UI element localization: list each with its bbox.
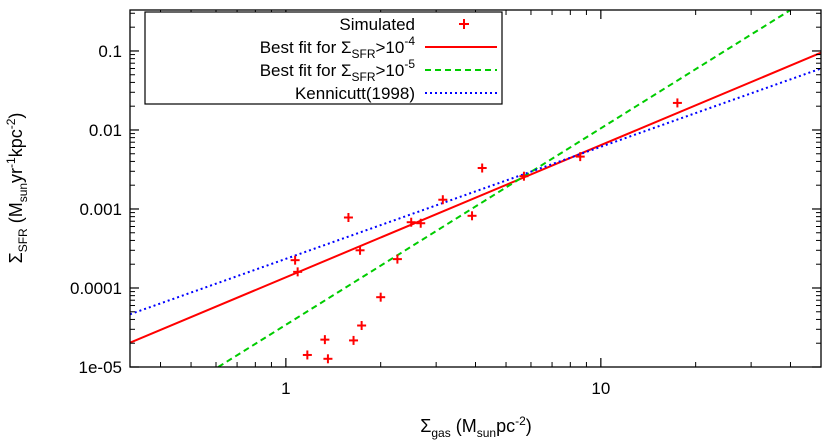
data-point <box>416 218 426 228</box>
legend-label-simulated: Simulated <box>339 15 415 34</box>
data-point <box>477 163 487 173</box>
data-point <box>323 354 333 364</box>
y-tick-label: 1e-05 <box>79 358 122 377</box>
y-tick-label: 0.001 <box>79 200 122 219</box>
legend: Simulated Best fit for ΣSFR>10-4 Best fi… <box>144 11 503 105</box>
series-line-3 <box>130 67 821 316</box>
data-point <box>406 217 416 227</box>
data-point <box>672 98 682 108</box>
y-axis-title: ΣSFR (Msunyr-1kpc-2) <box>4 113 30 264</box>
plot-layer <box>130 10 821 367</box>
data-point <box>355 245 365 255</box>
legend-label-best-fit-1e-5: Best fit for ΣSFR>10-5 <box>260 57 416 84</box>
y-tick-label: 0.1 <box>98 42 122 61</box>
data-point <box>357 321 367 331</box>
legend-label-kennicutt: Kennicutt(1998) <box>295 84 415 103</box>
data-point <box>467 211 477 221</box>
data-point <box>290 255 300 265</box>
x-tick-label: 10 <box>591 379 610 398</box>
data-point <box>302 350 312 360</box>
y-tick-label: 0.0001 <box>70 279 122 298</box>
legend-box <box>144 11 503 105</box>
data-point <box>376 292 386 302</box>
x-axis-title: Σgas (Msunpc-2) <box>420 414 532 440</box>
data-point <box>320 335 330 345</box>
legend-marker-simulated <box>459 19 469 29</box>
data-point <box>438 195 448 205</box>
data-point <box>343 213 353 223</box>
data-point <box>392 254 402 264</box>
series-line-1 <box>130 51 821 344</box>
data-point <box>349 335 359 345</box>
legend-label-best-fit-1e-4: Best fit for ΣSFR>10-4 <box>260 34 416 61</box>
data-point <box>519 171 529 181</box>
data-point <box>293 267 303 277</box>
series-line-2 <box>217 10 792 367</box>
x-tick-label: 1 <box>281 379 290 398</box>
y-tick-label: 0.01 <box>89 121 122 140</box>
data-point <box>575 152 585 162</box>
